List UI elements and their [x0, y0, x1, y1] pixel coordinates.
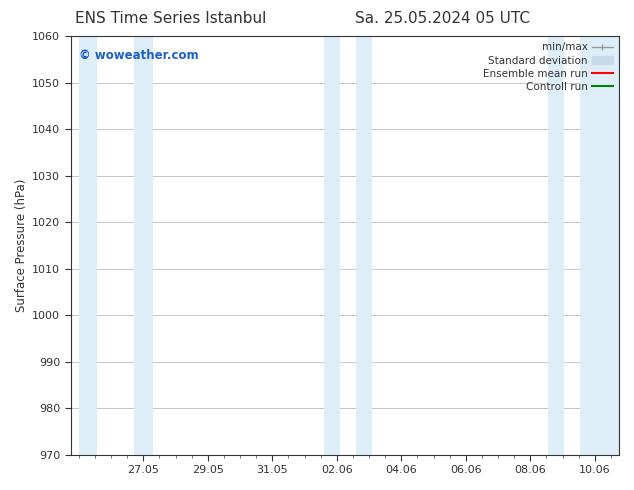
Bar — [580, 36, 619, 455]
Text: ENS Time Series Istanbul: ENS Time Series Istanbul — [75, 11, 266, 26]
Bar — [134, 36, 153, 455]
Text: © woweather.com: © woweather.com — [79, 49, 198, 62]
Bar — [79, 36, 96, 455]
Y-axis label: Surface Pressure (hPa): Surface Pressure (hPa) — [15, 179, 28, 312]
Bar — [548, 36, 564, 455]
Text: Sa. 25.05.2024 05 UTC: Sa. 25.05.2024 05 UTC — [355, 11, 530, 26]
Legend: min/max, Standard deviation, Ensemble mean run, Controll run: min/max, Standard deviation, Ensemble me… — [479, 38, 617, 96]
Bar — [324, 36, 340, 455]
Bar — [356, 36, 372, 455]
